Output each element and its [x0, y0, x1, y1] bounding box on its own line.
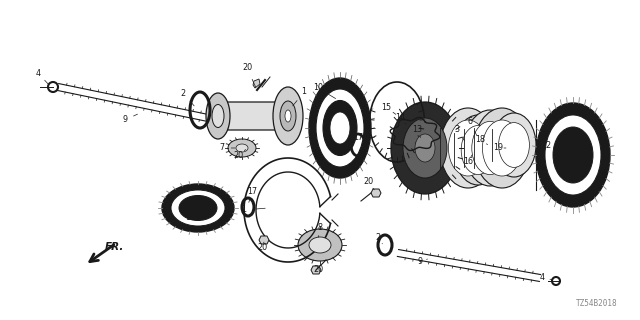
Ellipse shape: [464, 110, 516, 186]
Ellipse shape: [273, 87, 303, 145]
Ellipse shape: [454, 115, 502, 185]
Ellipse shape: [330, 112, 350, 144]
Ellipse shape: [323, 100, 357, 156]
Ellipse shape: [228, 139, 256, 157]
Ellipse shape: [545, 115, 601, 195]
Polygon shape: [311, 266, 321, 274]
Text: FR.: FR.: [105, 242, 124, 252]
Text: 12: 12: [541, 140, 551, 149]
Polygon shape: [371, 189, 381, 197]
Text: 6: 6: [467, 117, 472, 126]
Text: 9: 9: [122, 116, 127, 124]
Ellipse shape: [280, 101, 296, 131]
Text: 7: 7: [220, 143, 225, 153]
Text: 18: 18: [475, 135, 485, 145]
Ellipse shape: [162, 184, 234, 232]
Ellipse shape: [309, 237, 331, 253]
Text: 15: 15: [381, 102, 391, 111]
Ellipse shape: [499, 123, 529, 167]
Ellipse shape: [309, 78, 371, 178]
Text: 4: 4: [540, 274, 545, 283]
Text: 19: 19: [493, 143, 503, 153]
Text: 13: 13: [412, 125, 422, 134]
Ellipse shape: [536, 103, 610, 207]
Text: 3: 3: [454, 125, 460, 134]
Ellipse shape: [415, 134, 435, 162]
Text: 2: 2: [376, 234, 381, 243]
Text: TZ54B2018: TZ54B2018: [577, 299, 618, 308]
Text: 20: 20: [233, 150, 243, 159]
Polygon shape: [253, 79, 260, 88]
Ellipse shape: [391, 102, 459, 194]
Text: 20: 20: [257, 244, 267, 252]
Text: 20: 20: [363, 178, 373, 187]
Text: 11: 11: [185, 213, 195, 222]
Ellipse shape: [472, 121, 508, 175]
Text: 2: 2: [180, 89, 186, 98]
Ellipse shape: [492, 113, 536, 177]
Ellipse shape: [179, 196, 217, 220]
Ellipse shape: [206, 93, 230, 139]
Text: 10: 10: [313, 84, 323, 92]
Text: 16: 16: [463, 157, 473, 166]
Text: 5: 5: [568, 164, 573, 172]
Ellipse shape: [236, 144, 248, 152]
Text: 1: 1: [301, 87, 307, 97]
Text: 8: 8: [317, 223, 323, 233]
Text: 9: 9: [417, 258, 422, 267]
Ellipse shape: [553, 127, 593, 183]
Ellipse shape: [298, 229, 342, 261]
Text: 1: 1: [241, 205, 246, 214]
Ellipse shape: [483, 120, 522, 176]
Ellipse shape: [316, 89, 364, 167]
Text: 4: 4: [35, 68, 40, 77]
Polygon shape: [218, 102, 288, 130]
Ellipse shape: [171, 190, 225, 226]
Text: 17: 17: [247, 188, 257, 196]
Ellipse shape: [403, 118, 447, 178]
Ellipse shape: [474, 108, 530, 188]
Text: 17: 17: [353, 133, 363, 142]
Ellipse shape: [449, 120, 488, 176]
Polygon shape: [259, 236, 269, 244]
Ellipse shape: [212, 105, 224, 127]
Ellipse shape: [440, 108, 496, 188]
Ellipse shape: [285, 110, 291, 122]
Text: 20: 20: [313, 266, 323, 275]
Ellipse shape: [461, 125, 495, 174]
Text: 20: 20: [242, 63, 252, 73]
Text: 14: 14: [395, 114, 405, 123]
